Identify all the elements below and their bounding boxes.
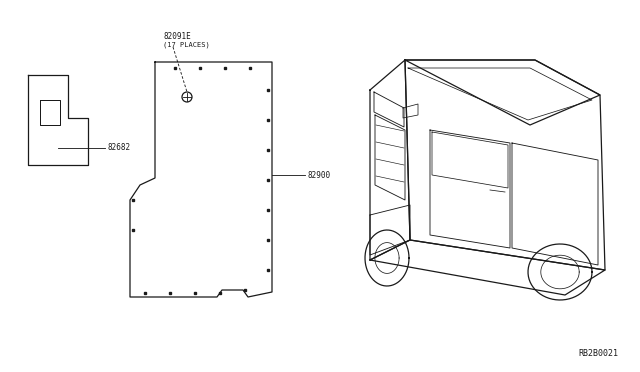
Text: (17 PLACES): (17 PLACES) (163, 41, 210, 48)
Text: 82900: 82900 (307, 170, 330, 180)
Text: 82682: 82682 (107, 144, 130, 153)
Text: 82091E: 82091E (163, 32, 191, 41)
Text: RB2B0021: RB2B0021 (578, 349, 618, 358)
